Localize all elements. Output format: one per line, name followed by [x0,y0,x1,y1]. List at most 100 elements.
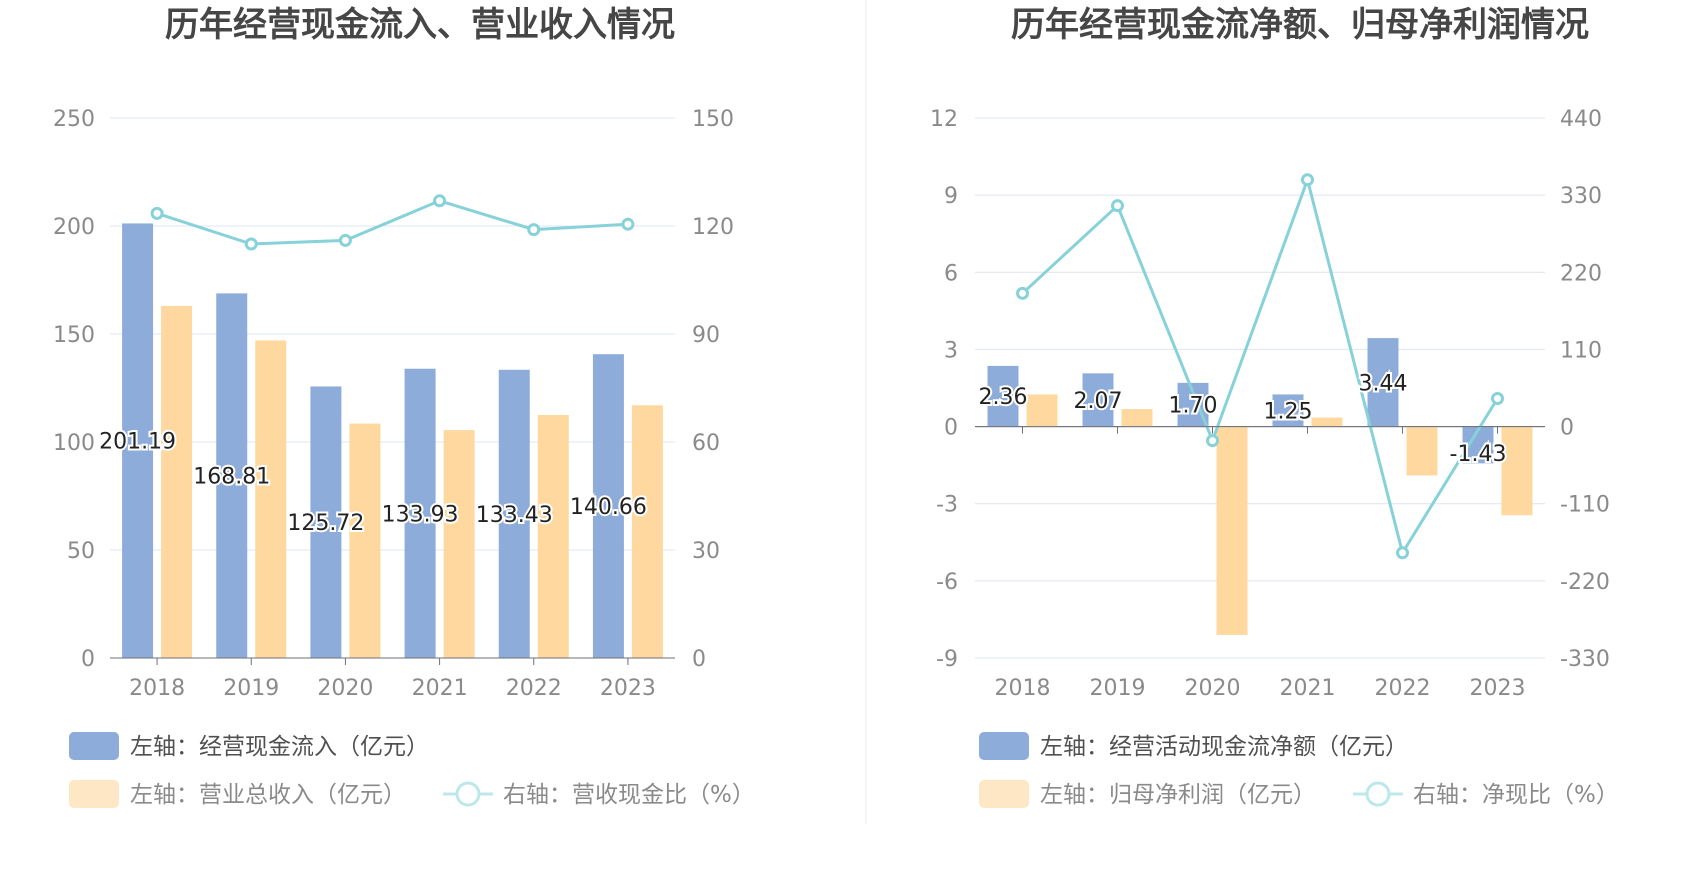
legend-circle-icon [455,781,481,807]
legend-circle-icon [1365,781,1391,807]
right-axis-tick-label: 30 [692,539,720,564]
data-label: 140.66 [570,495,647,520]
ratio-point [338,233,352,247]
ratio-point [1111,199,1124,213]
legend-label: 左轴：归母净利润（亿元） [1040,782,1316,808]
chart2-legend: 左轴：经营活动现金流净额（亿元） 左轴：归母净利润（亿元） 右轴：净现比（%） [979,732,1619,808]
x-axis-tick-label: 2020 [1185,676,1241,701]
data-label: 168.81 [193,465,270,490]
ratio-line [1021,174,1499,557]
bar-primary [404,368,436,658]
left-axis-tick-label: -3 [936,493,958,518]
chart2-title: 历年经营现金流净额、归母净利润情况 [1011,5,1589,45]
bar-secondary [1311,417,1343,427]
data-label: 1.25 [1264,400,1313,425]
bar-secondary [349,423,381,658]
x-axis-tick-label: 2021 [412,676,468,701]
right-axis-tick-label: 90 [692,323,720,348]
bar-secondary [1121,409,1153,427]
bar-layer [122,223,1533,658]
x-axis-tick-label: 2020 [317,676,373,701]
chart2-legend-item-ratio[interactable]: 右轴：净现比（%） [1353,781,1619,808]
x-axis-tick-label: 2019 [223,676,279,701]
grid-layer [110,117,1545,659]
right-axis-tick-label: -110 [1560,493,1610,518]
bar-primary [216,293,248,658]
legend-label: 左轴：营业总收入（亿元） [130,782,406,808]
ratio-line [156,199,629,246]
chart1-legend-item-cash-inflow[interactable]: 左轴：经营现金流入（亿元） [69,732,429,760]
legend-swatch-secondary [69,780,119,808]
bar-primary [1272,394,1304,427]
x-axis-tick-label: 2022 [506,676,562,701]
chart2-legend-item-net-cashflow[interactable]: 左轴：经营活动现金流净额（亿元） [979,732,1408,760]
data-label: 133.43 [476,503,553,528]
ratio-point [1206,434,1219,448]
right-axis-tick-label: 110 [1560,338,1602,363]
x-axis-tick-label: 2022 [1375,676,1431,701]
bar-secondary [443,430,475,658]
ratio-point [1016,286,1029,300]
legend-label: 左轴：经营现金流入（亿元） [130,734,429,760]
left-axis-tick-label: 0 [81,647,95,672]
ratio-point [1491,392,1504,406]
legend-label: 右轴：净现比（%） [1413,782,1619,808]
bar-secondary [1406,426,1438,476]
bar-primary [987,365,1019,427]
left-axis-tick-label: 200 [53,215,95,240]
data-label: 2.07 [1074,389,1123,414]
right-axis-tick-label: 220 [1560,261,1602,286]
left-axis-tick-label: 0 [944,416,958,441]
data-label: 3.44 [1359,371,1408,396]
left-axis-tick-label: 3 [944,338,958,363]
data-label: 2.36 [979,385,1028,410]
bar-secondary [1501,426,1533,516]
bar-primary [1082,373,1114,427]
bar-primary [1367,338,1399,427]
legend-label: 左轴：经营活动现金流净额（亿元） [1040,734,1408,760]
x-axis-tick-label: 2023 [1470,676,1526,701]
right-axis-tick-label: 60 [692,431,720,456]
data-label: 1.70 [1169,394,1218,419]
chart2-legend-item-net-profit[interactable]: 左轴：归母净利润（亿元） [979,780,1316,808]
left-axis-tick-label: 250 [53,107,95,132]
left-axis-tick-label: 9 [944,184,958,209]
bar-secondary [255,340,287,658]
chart1-legend-item-revenue[interactable]: 左轴：营业总收入（亿元） [69,780,406,808]
chart1-legend-item-ratio[interactable]: 右轴：营收现金比（%） [443,781,755,808]
x-axis-tick-label: 2019 [1090,676,1146,701]
legend-label: 右轴：营收现金比（%） [503,782,755,808]
right-axis-tick-label: 330 [1560,184,1602,209]
x-axis-tick-label: 2021 [1280,676,1336,701]
ratio-point [1301,173,1314,187]
left-axis-tick-label: 150 [53,323,95,348]
right-axis-tick-label: 0 [692,647,706,672]
data-label: 133.93 [382,502,459,527]
chart1-title: 历年经营现金流入、营业收入情况 [165,5,675,45]
bar-primary [592,354,624,658]
left-axis-tick-label: 100 [53,431,95,456]
legend-swatch-primary [69,732,119,760]
data-label-layer: 201.19 168.81 125.72 133.93 133.43 140.66 2.36… [97,369,1508,538]
ratio-point [433,194,447,208]
x-axis-tick-label: 2018 [995,676,1051,701]
ratio-point [150,206,164,220]
bar-secondary [1216,426,1248,635]
bar-secondary [1026,394,1058,427]
right-axis-tick-label: 440 [1560,107,1602,132]
bar-secondary [161,305,193,658]
bar-primary [122,223,154,658]
x-axis-tick-label: 2018 [129,676,185,701]
right-axis-tick-label: 0 [1560,416,1574,441]
right-axis-tick-label: -220 [1560,570,1610,595]
ratio-point [244,237,258,251]
ratio-point [1396,546,1409,560]
data-label: 201.19 [99,430,176,455]
bar-primary [310,386,342,658]
x-axis-tick-label: 2023 [600,676,656,701]
ratio-point [621,217,635,231]
right-axis-tick-label: -330 [1560,647,1610,672]
chart1-legend: 左轴：经营现金流入（亿元） 左轴：营业总收入（亿元） 右轴：营收现金比（%） [69,732,755,808]
